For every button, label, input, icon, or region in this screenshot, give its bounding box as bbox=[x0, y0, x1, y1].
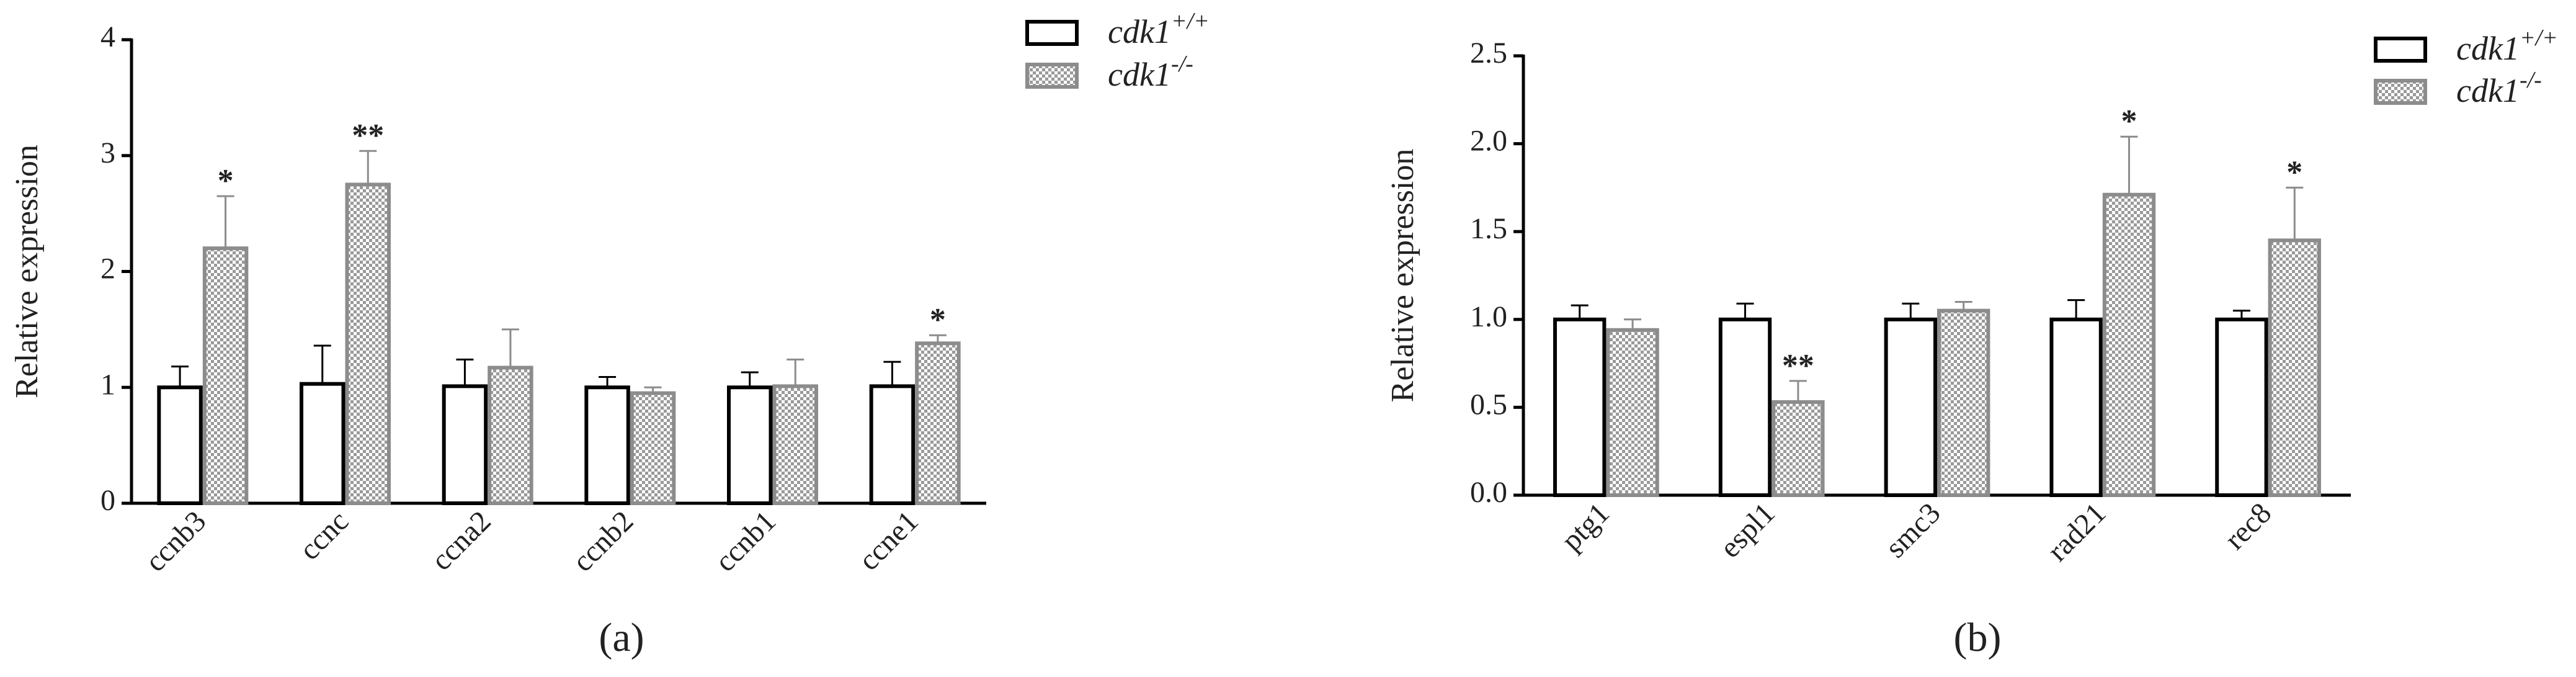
error-bar bbox=[1624, 318, 1642, 330]
bar bbox=[1772, 400, 1825, 497]
bar bbox=[1718, 317, 1772, 497]
legend-name: cdk1 bbox=[2456, 30, 2520, 67]
significance-label: ** bbox=[1782, 348, 1814, 383]
y-tick-label: 0.0 bbox=[1470, 476, 1507, 509]
x-tick-label: ccnb3 bbox=[139, 504, 213, 578]
caption: (b) bbox=[1954, 615, 2002, 660]
x-tick-label: ccnc bbox=[293, 504, 355, 567]
error-bar bbox=[2286, 186, 2304, 241]
y-axis-label: Relative expression bbox=[9, 145, 45, 398]
error-bar bbox=[359, 150, 377, 185]
bar bbox=[488, 365, 533, 505]
significance-label: * bbox=[2286, 155, 2302, 190]
y-tick-label: 1.0 bbox=[1470, 300, 1507, 333]
bar bbox=[345, 182, 391, 505]
bar bbox=[1606, 328, 1659, 497]
bar bbox=[2268, 238, 2321, 497]
y-tick-label: 2 bbox=[100, 253, 115, 285]
x-tick-label: rec8 bbox=[2218, 496, 2278, 556]
x-tick-label: ccne1 bbox=[852, 504, 925, 577]
y-tick-label: 2.5 bbox=[1470, 37, 1507, 69]
error-bar bbox=[2232, 310, 2250, 320]
error-bar bbox=[741, 371, 759, 388]
y-tick-label: 1.5 bbox=[1470, 212, 1507, 245]
error-bar bbox=[1954, 300, 1972, 311]
x-tick-label: smc3 bbox=[1879, 496, 1946, 564]
y-tick-label: 4 bbox=[100, 20, 115, 53]
x-tick-label: espl1 bbox=[1714, 496, 1781, 564]
legend-label: cdk1-/- bbox=[2456, 67, 2542, 110]
significance-label: * bbox=[218, 163, 234, 199]
legend-superscript: +/+ bbox=[1171, 8, 1210, 34]
error-bar bbox=[313, 344, 331, 384]
error-bar bbox=[1571, 304, 1589, 320]
y-tick-label: 3 bbox=[100, 137, 115, 169]
y-tick-label: 0 bbox=[100, 484, 115, 517]
legend-swatch bbox=[2374, 37, 2427, 63]
y-tick-label: 0.5 bbox=[1470, 388, 1507, 421]
error-bar bbox=[1902, 302, 1920, 320]
error-bar bbox=[929, 334, 947, 344]
x-tick-label: ccnb1 bbox=[709, 504, 783, 578]
legend-superscript: +/+ bbox=[2520, 25, 2558, 51]
error-bar bbox=[501, 328, 519, 368]
error-bar bbox=[644, 386, 662, 393]
legend-superscript: -/- bbox=[1171, 51, 1193, 77]
bar bbox=[869, 384, 916, 505]
bar bbox=[2215, 317, 2268, 497]
bar bbox=[727, 385, 773, 505]
error-bar bbox=[883, 361, 901, 387]
legend-superscript: -/- bbox=[2520, 67, 2542, 93]
error-bar bbox=[171, 365, 189, 388]
bar bbox=[2102, 192, 2156, 497]
significance-label: * bbox=[930, 302, 946, 338]
bar bbox=[300, 382, 345, 506]
error-bar bbox=[1789, 380, 1807, 402]
error-bar bbox=[456, 358, 474, 387]
legend-name: cdk1 bbox=[1108, 56, 1171, 93]
bar bbox=[915, 341, 961, 505]
error-bar bbox=[2120, 135, 2138, 195]
legend-swatch bbox=[1025, 20, 1079, 46]
bar bbox=[442, 384, 488, 505]
x-tick-label: rad21 bbox=[2041, 496, 2113, 568]
bar bbox=[1553, 317, 1607, 497]
error-bar bbox=[2067, 299, 2085, 320]
bar bbox=[1937, 308, 1990, 497]
x-tick-label: ccna2 bbox=[425, 504, 497, 577]
y-tick-label: 2.0 bbox=[1470, 125, 1507, 158]
significance-label: * bbox=[2121, 104, 2137, 139]
x-tick-label: ptg1 bbox=[1555, 496, 1616, 557]
error-bar bbox=[1736, 302, 1754, 320]
y-tick-label: 1 bbox=[100, 368, 115, 401]
bar bbox=[630, 391, 676, 506]
bar bbox=[584, 385, 630, 505]
legend-label: cdk1-/- bbox=[1108, 51, 1193, 94]
bar bbox=[2049, 317, 2103, 497]
legend-name: cdk1 bbox=[2456, 72, 2520, 109]
bar bbox=[157, 385, 203, 505]
x-tick-label: ccnb2 bbox=[566, 504, 640, 578]
bar bbox=[772, 384, 818, 505]
bar bbox=[202, 246, 249, 505]
y-axis-label: Relative expression bbox=[1385, 149, 1420, 403]
legend-swatch bbox=[1025, 63, 1079, 89]
caption: (a) bbox=[599, 615, 644, 660]
bar bbox=[1884, 317, 1938, 497]
legend-swatch bbox=[2374, 79, 2427, 105]
legend-label: cdk1+/+ bbox=[1108, 8, 1210, 51]
error-bar bbox=[787, 358, 804, 387]
legend-name: cdk1 bbox=[1108, 13, 1171, 50]
legend-label: cdk1+/+ bbox=[2456, 25, 2558, 68]
error-bar bbox=[216, 195, 234, 249]
error-bar bbox=[599, 375, 617, 388]
significance-label: ** bbox=[352, 118, 384, 153]
